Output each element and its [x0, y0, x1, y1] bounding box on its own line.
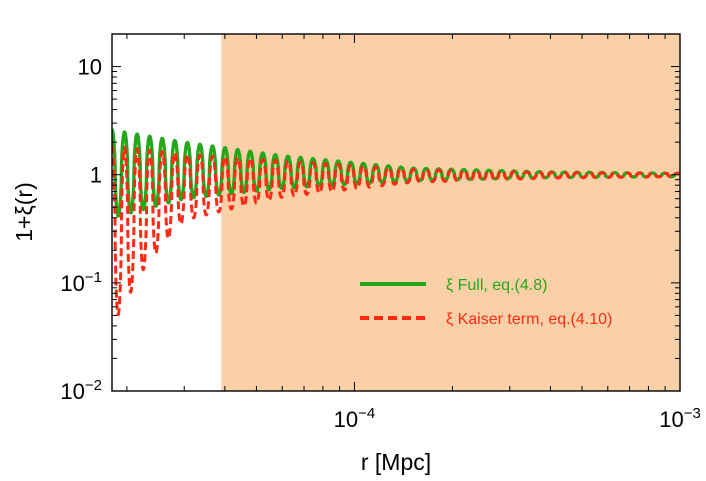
- y-tick-label: 1: [90, 163, 102, 188]
- ticks-layer: [112, 33, 681, 392]
- tick-labels: 10−4 10−3 10−2 10−1 1 10: [60, 55, 700, 432]
- y-tick-label: 10−2: [60, 377, 102, 404]
- series-line-1: [112, 144, 680, 317]
- shaded-region-layer: [221, 34, 680, 391]
- plot-frame: [111, 33, 681, 392]
- legend-label-full: ξ Full, eq.(4.8): [446, 277, 547, 294]
- legend-label-kaiser: ξ Kaiser term, eq.(4.10): [446, 311, 612, 328]
- y-tick-label: 10: [78, 55, 102, 80]
- legend: ξ Full, eq.(4.8) ξ Kaiser term, eq.(4.10…: [360, 277, 612, 328]
- x-axis-title: r [Mpc]: [361, 449, 431, 475]
- x-tick-label: 10−3: [659, 405, 701, 432]
- y-tick-label: 10−1: [60, 269, 102, 296]
- shaded-region: [221, 34, 680, 391]
- series-layer: [112, 128, 680, 317]
- x-tick-label: 10−4: [334, 405, 376, 432]
- y-axis-title: 1+ξ(r): [11, 182, 37, 242]
